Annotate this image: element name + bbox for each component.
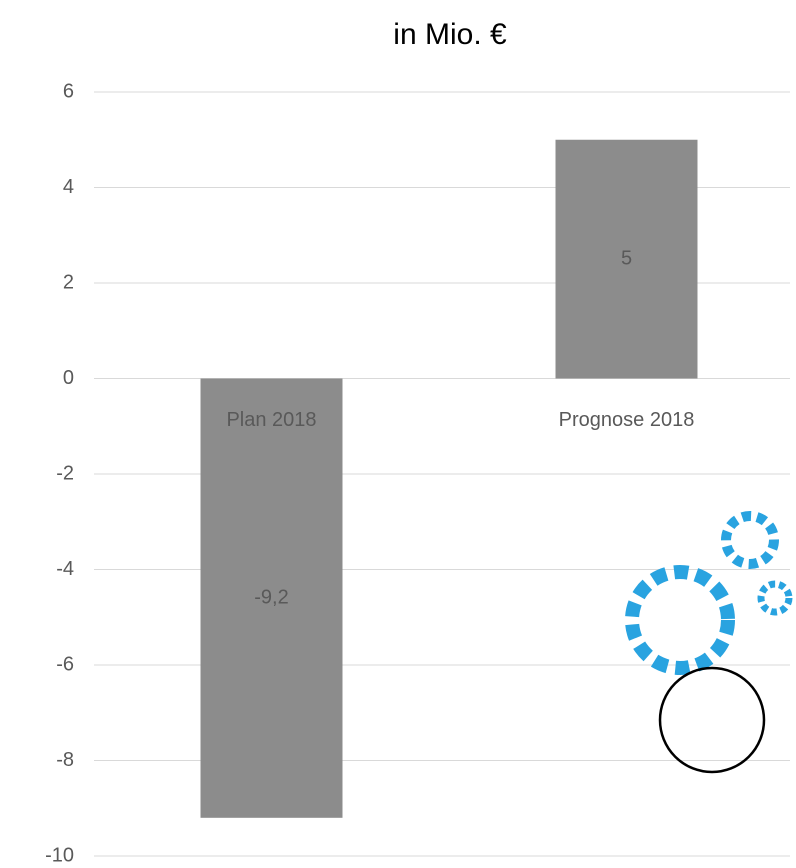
y-tick-label: -8 xyxy=(56,749,74,771)
y-tick-label: 2 xyxy=(63,271,74,293)
y-tick-label: -10 xyxy=(45,844,74,866)
x-tick-label: Prognose 2018 xyxy=(559,409,695,431)
y-tick-label: -2 xyxy=(56,462,74,484)
value-label: -9,2 xyxy=(254,586,288,608)
y-tick-label: -6 xyxy=(56,653,74,675)
value-label: 5 xyxy=(621,247,632,269)
illustration xyxy=(632,516,789,772)
x-tick-label: Plan 2018 xyxy=(226,409,316,431)
chart: in Mio. € -10 -8 -6 -4 -2 0 2 4 6 -9,2 Plan 2018 5 P… xyxy=(0,0,796,868)
y-tick-label: 6 xyxy=(63,80,74,102)
y-tick-label: 0 xyxy=(63,367,74,389)
y-tick-label: 4 xyxy=(63,176,74,198)
chart-title: in Mio. € xyxy=(393,18,507,51)
y-tick-label: -4 xyxy=(56,558,74,580)
